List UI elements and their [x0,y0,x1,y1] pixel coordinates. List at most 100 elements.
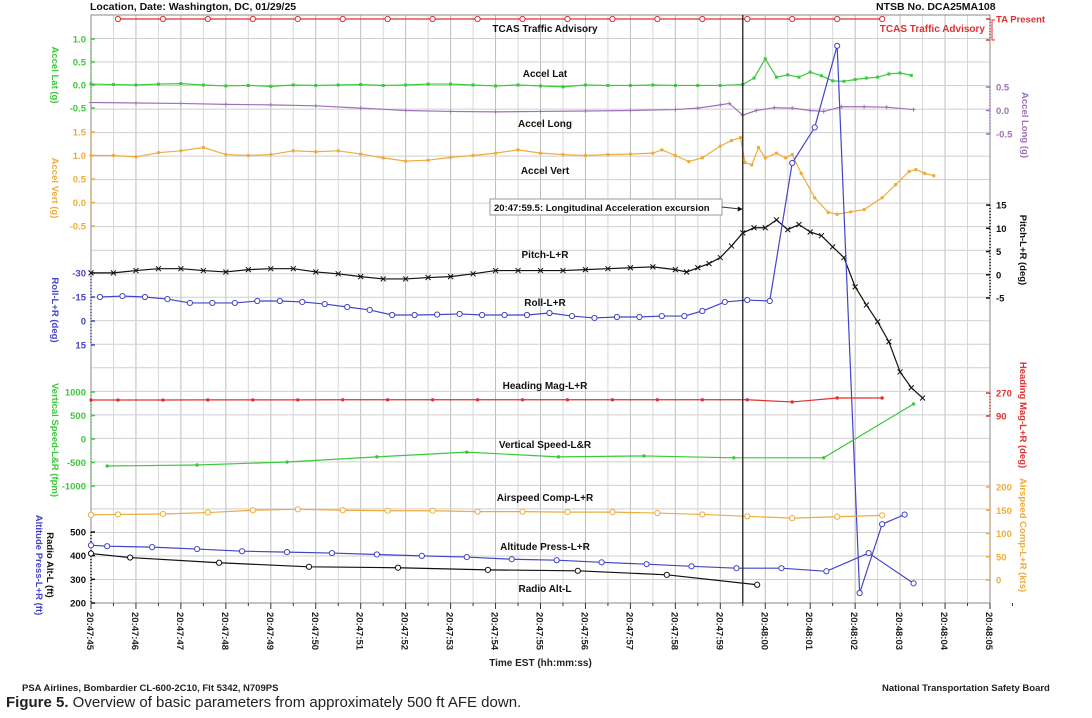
data-point [786,73,790,77]
data-point [774,151,779,155]
data-point [305,563,313,570]
agency-name: National Transportation Safety Board [882,683,1050,694]
data-point [546,309,553,317]
tcas-tick-label: TA Present [996,15,1046,26]
data-point [651,83,655,87]
data-point [96,293,104,301]
alt-axis-title-2: Altitude Press-L+R (ft) [33,515,44,616]
accel_lat-tick-label: 1.0 [73,35,86,46]
data-point [269,84,273,88]
data-point [744,513,751,520]
accel_vert-tick-label: 1.5 [73,128,87,139]
data-point [811,124,818,131]
data-point [430,398,435,402]
data-point [799,171,803,176]
x-tick-label: 20:48:03 [893,612,904,650]
data-point [463,553,470,561]
data-point [606,152,610,157]
data-point [636,313,643,321]
data-point [384,507,391,514]
location-date: Location, Date: Washington, DC, 01/29/25 [90,1,297,13]
data-point [591,314,598,322]
data-point [403,159,408,163]
series-accel_vert [89,135,936,216]
data-point [249,15,256,23]
data-point [159,510,167,518]
data-point [574,567,581,574]
data-point [863,302,870,308]
x-tick-label: 20:47:56 [578,612,589,650]
data-point [492,267,499,274]
data-point [568,312,576,320]
accel_vert-tick-label: 0.5 [73,175,87,186]
data-point [179,82,183,86]
data-point [862,104,867,109]
data-point [268,102,273,107]
data-point [403,108,408,113]
data-point [898,71,902,75]
series-line [107,403,914,467]
data-point [141,293,149,301]
heading-tick-label: 270 [996,389,1012,400]
data-point [609,509,616,516]
data-point [808,108,813,113]
x-tick-label: 20:48:05 [983,612,994,651]
data-point [687,159,691,164]
data-point [754,108,759,113]
data-point [865,549,872,557]
data-point [819,74,823,78]
data-point [296,398,300,402]
data-point [418,552,425,560]
data-point [269,152,273,157]
data-point [733,565,740,572]
data-point [932,174,936,178]
x-tick-label: 20:47:55 [534,612,545,651]
data-point [919,395,926,401]
data-point [560,267,566,274]
data-point [729,138,734,143]
data-point [643,561,650,568]
data-point [914,167,918,172]
series-line [91,397,883,403]
data-point [856,589,863,597]
data-point [471,153,475,158]
data-point [721,298,728,306]
data-point [834,513,841,520]
data-point [790,400,794,404]
data-point [762,224,769,231]
data-point [381,83,385,87]
data-point [609,15,616,23]
data-point [880,396,884,400]
data-point [114,15,122,23]
data-point [195,463,199,467]
data-point [910,580,917,587]
data-point [389,311,396,319]
data-point [908,384,915,391]
data-point [818,232,825,239]
data-point [276,297,283,305]
data-point [718,144,722,148]
data-point [223,102,228,107]
data-point [523,311,531,319]
data-point [732,456,736,460]
roll-tick-label: -15 [72,293,86,304]
accel_vert-axis-title: Accel Vert (g) [49,158,60,219]
data-point [402,276,409,282]
data-point [673,153,678,158]
data-point [835,396,839,400]
data-point [823,568,830,575]
data-point [821,456,826,460]
caption-text: Overview of basic parameters from approx… [68,694,522,711]
vs-tick-label: 1000 [65,388,86,399]
data-point [449,82,453,86]
data-point [494,84,498,88]
data-point [245,266,252,273]
data-point [835,212,839,216]
x-tick-label: 20:48:00 [758,612,769,650]
data-point [204,15,211,23]
data-point [336,83,340,87]
data-point [335,270,342,277]
data-point [887,72,891,76]
data-point [752,76,756,80]
airspeed-tick-label: 0 [996,576,1001,587]
